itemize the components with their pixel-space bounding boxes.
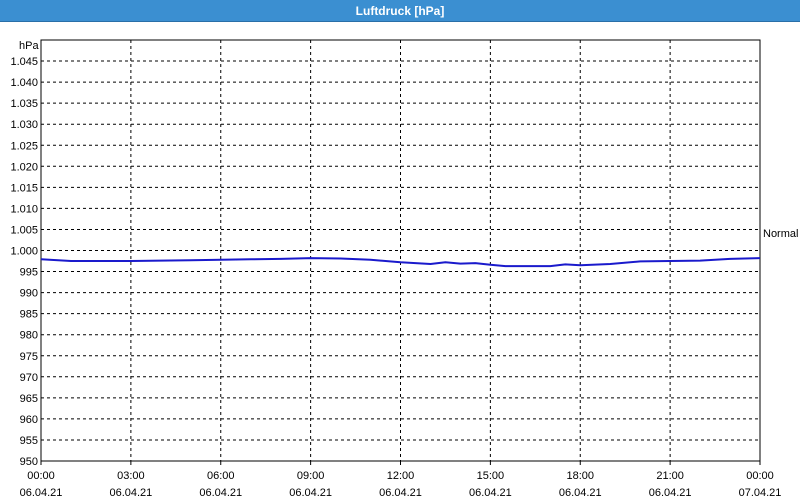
x-tick-time-label: 03:00 xyxy=(117,470,145,482)
pressure-series-line xyxy=(40,257,761,268)
y-tick-label: 1.020 xyxy=(10,161,38,173)
plot-frame xyxy=(40,39,761,462)
grid xyxy=(41,40,760,461)
y-tick-label: 1.030 xyxy=(10,119,38,131)
y-tick-label: 1.010 xyxy=(10,203,38,215)
x-tick-date-label: 06.04.21 xyxy=(379,487,422,499)
x-tick-date-label: 06.04.21 xyxy=(20,487,63,499)
chart-title: Luftdruck [hPa] xyxy=(0,0,800,22)
x-tick-date-label: 06.04.21 xyxy=(469,487,512,499)
x-tick-time-label: 21:00 xyxy=(656,470,684,482)
x-tick-time-label: 00:00 xyxy=(27,470,55,482)
y-tick-label: 955 xyxy=(20,435,38,447)
y-tick-label: 965 xyxy=(20,393,38,405)
series-layer xyxy=(40,257,761,268)
y-tick-label: 960 xyxy=(20,414,38,426)
x-tick-date-label: 06.04.21 xyxy=(109,487,152,499)
y-tick-label: 1.045 xyxy=(10,56,38,68)
y-tick-label: 1.015 xyxy=(10,182,38,194)
y-tick-label: 1.025 xyxy=(10,140,38,152)
x-tick-date-label: 07.04.21 xyxy=(739,487,782,499)
y-axis-unit-label: hPa xyxy=(19,40,39,52)
x-tick-date-label: 06.04.21 xyxy=(199,487,242,499)
x-tick-date-label: 06.04.21 xyxy=(649,487,692,499)
x-tick-date-label: 06.04.21 xyxy=(289,487,332,499)
x-tick-time-label: 18:00 xyxy=(566,470,594,482)
y-tick-label: 1.005 xyxy=(10,224,38,236)
y-tick-label: 1.000 xyxy=(10,246,38,258)
x-tick-time-label: 09:00 xyxy=(297,470,325,482)
y-tick-label: 975 xyxy=(20,351,38,363)
y-tick-label: 980 xyxy=(20,330,38,342)
x-tick-time-label: 06:00 xyxy=(207,470,235,482)
y-tick-label: 970 xyxy=(20,372,38,384)
y-tick-label: 985 xyxy=(20,309,38,321)
x-tick-date-label: 06.04.21 xyxy=(559,487,602,499)
normal-annotation: Normal xyxy=(763,228,798,240)
x-tick-time-label: 00:00 xyxy=(746,470,774,482)
y-tick-label: 995 xyxy=(20,267,38,279)
y-tick-label: 990 xyxy=(20,288,38,300)
y-tick-label: 1.035 xyxy=(10,98,38,110)
y-tick-label: 1.040 xyxy=(10,77,38,89)
y-tick-label: 950 xyxy=(20,456,38,468)
axes: 950 955 960 965 970 975 980 985 990 995 1.000 1.005… xyxy=(10,39,782,499)
x-tick-time-label: 15:00 xyxy=(477,470,505,482)
x-tick-time-label: 12:00 xyxy=(387,470,415,482)
